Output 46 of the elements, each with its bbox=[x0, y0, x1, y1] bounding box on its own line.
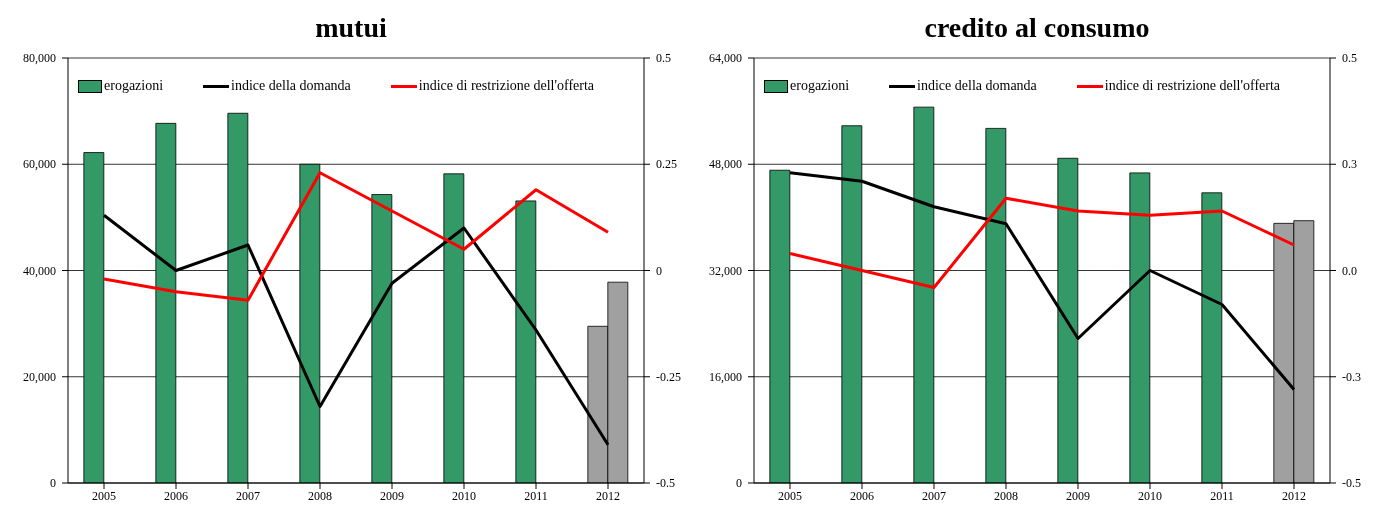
x-tick-label: 2011 bbox=[524, 488, 548, 503]
x-tick-label: 2012 bbox=[1282, 488, 1306, 503]
x-tick-label: 2007 bbox=[236, 488, 260, 503]
x-tick-label: 2007 bbox=[922, 488, 946, 503]
y-tick-label: 40,000 bbox=[23, 263, 56, 278]
y-tick-label: 20,000 bbox=[23, 369, 56, 384]
x-tick-label: 2009 bbox=[380, 488, 404, 503]
y2-tick-label: 0.5 bbox=[656, 51, 671, 65]
x-tick-label: 2005 bbox=[778, 488, 802, 503]
line-series bbox=[788, 196, 1296, 289]
chart-title: credito al consumo bbox=[923, 11, 1151, 45]
x-tick-label: 2012 bbox=[596, 488, 620, 503]
x-tick-label: 2010 bbox=[1138, 488, 1162, 503]
x-tick-label: 2009 bbox=[1066, 488, 1090, 503]
legend-label: erogazioni bbox=[104, 78, 164, 94]
y2-tick-label: 0.5 bbox=[1342, 51, 1357, 65]
x-tick-label: 2008 bbox=[308, 488, 332, 503]
y2-tick-label: -0.5 bbox=[1342, 476, 1361, 490]
y-tick-label: 0 bbox=[736, 476, 742, 490]
y-tick-label: 0 bbox=[50, 476, 56, 490]
y-tick-label: 32,000 bbox=[709, 263, 742, 278]
y2-tick-label: 0 bbox=[656, 263, 662, 278]
legend-label: indice di restrizione dell'offerta bbox=[1104, 78, 1281, 94]
y-tick-label: 48,000 bbox=[709, 157, 742, 172]
y-tick-label: 16,000 bbox=[709, 369, 742, 384]
legend-label: erogazioni bbox=[790, 78, 850, 94]
y2-tick-label: 0.0 bbox=[1342, 263, 1357, 278]
y-tick-label: 60,000 bbox=[23, 157, 56, 172]
legend-label: indice della domanda bbox=[917, 78, 1037, 94]
chart-title: mutui bbox=[314, 11, 388, 45]
x-tick-label: 2010 bbox=[452, 488, 476, 503]
legend-label: indice di restrizione dell'offerta bbox=[418, 78, 595, 94]
y2-tick-label: 0.25 bbox=[656, 157, 677, 172]
x-tick-label: 2011 bbox=[1210, 488, 1234, 503]
y-tick-label: 64,000 bbox=[709, 51, 742, 65]
legend-label: indice della domanda bbox=[231, 78, 351, 94]
x-tick-label: 2008 bbox=[994, 488, 1018, 503]
y2-tick-label: -0.5 bbox=[656, 476, 675, 490]
x-tick-label: 2005 bbox=[92, 488, 116, 503]
y2-tick-label: -0.3 bbox=[1342, 369, 1361, 384]
x-tick-label: 2006 bbox=[850, 488, 874, 503]
line-series bbox=[102, 171, 610, 302]
y2-tick-label: 0.3 bbox=[1342, 157, 1357, 172]
y2-tick-label: -0.25 bbox=[656, 369, 681, 384]
x-tick-label: 2006 bbox=[164, 488, 188, 503]
y-tick-label: 80,000 bbox=[23, 51, 56, 65]
